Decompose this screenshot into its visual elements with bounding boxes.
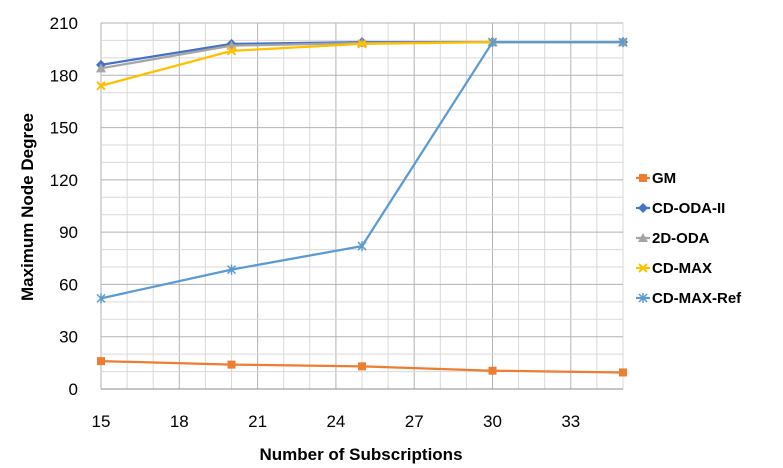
- y-tick-label: 0: [69, 380, 78, 399]
- data-point-cd-max: [357, 39, 367, 49]
- legend-item-gm: GM: [636, 170, 676, 187]
- data-point-cd-max-ref: [618, 37, 628, 48]
- data-point-cd-max-ref: [226, 264, 237, 275]
- legend: GM CD-ODA-II 2D-ODA CD-MAX CD-MAX-Ref: [636, 170, 742, 307]
- x-tick-label: 18: [170, 412, 189, 431]
- legend-label: CD-ODA-II: [652, 200, 725, 217]
- y-tick-label: 180: [50, 66, 78, 85]
- data-point-cd-max: [226, 46, 237, 56]
- data-point-2d-oda: [96, 63, 106, 73]
- legend-label: 2D-ODA: [652, 230, 710, 247]
- y-tick-label: 60: [59, 275, 78, 294]
- data-point-cd-max-ref: [487, 37, 498, 48]
- data-point-gm: [358, 362, 366, 371]
- legend-label: GM: [652, 170, 676, 187]
- data-point-cd-max-ref: [96, 293, 106, 304]
- x-tick-label: 21: [248, 412, 267, 431]
- data-point-gm: [97, 357, 105, 366]
- grid: [100, 22, 624, 390]
- data-point-gm: [619, 368, 627, 377]
- series-cd-max-ref: [96, 37, 628, 304]
- legend-label: CD-MAX: [652, 260, 712, 277]
- x-tick-label: 27: [405, 412, 424, 431]
- x-axis-label: Number of Subscriptions: [259, 445, 462, 464]
- y-tick-label: 150: [50, 119, 78, 138]
- legend-marker: [638, 233, 648, 242]
- legend-marker: [639, 174, 647, 182]
- series-layer: [96, 37, 628, 377]
- legend-marker: [638, 293, 648, 303]
- x-tick-label: 15: [92, 412, 111, 431]
- series-gm: [97, 357, 627, 377]
- data-point-gm: [227, 360, 236, 369]
- y-axis-label: Maximum Node Degree: [18, 113, 37, 301]
- legend-marker: [638, 203, 648, 213]
- legend-label: CD-MAX-Ref: [652, 290, 742, 307]
- y-tick-label: 210: [50, 14, 78, 33]
- data-point-cd-max-ref: [357, 241, 367, 252]
- x-tick-label: 30: [483, 412, 502, 431]
- data-point-cd-max: [96, 81, 106, 91]
- data-point-gm: [488, 366, 497, 375]
- y-tick-label: 90: [59, 223, 78, 242]
- legend-item-cd-oda-ii: CD-ODA-II: [636, 200, 725, 217]
- legend-item-2d-oda: 2D-ODA: [636, 230, 710, 247]
- legend-item-cd-max: CD-MAX: [636, 260, 712, 277]
- y-tick-label: 120: [50, 171, 78, 190]
- x-tick-label: 33: [561, 412, 580, 431]
- legend-marker: [638, 263, 648, 273]
- y-axis-ticks: 0 30 60 90 120 150 180 210: [50, 14, 78, 399]
- y-tick-label: 30: [59, 328, 78, 347]
- x-tick-label: 24: [326, 412, 345, 431]
- legend-item-cd-max-ref: CD-MAX-Ref: [636, 290, 742, 307]
- x-axis-ticks: 15 18 21 24 27 30 33: [92, 412, 581, 431]
